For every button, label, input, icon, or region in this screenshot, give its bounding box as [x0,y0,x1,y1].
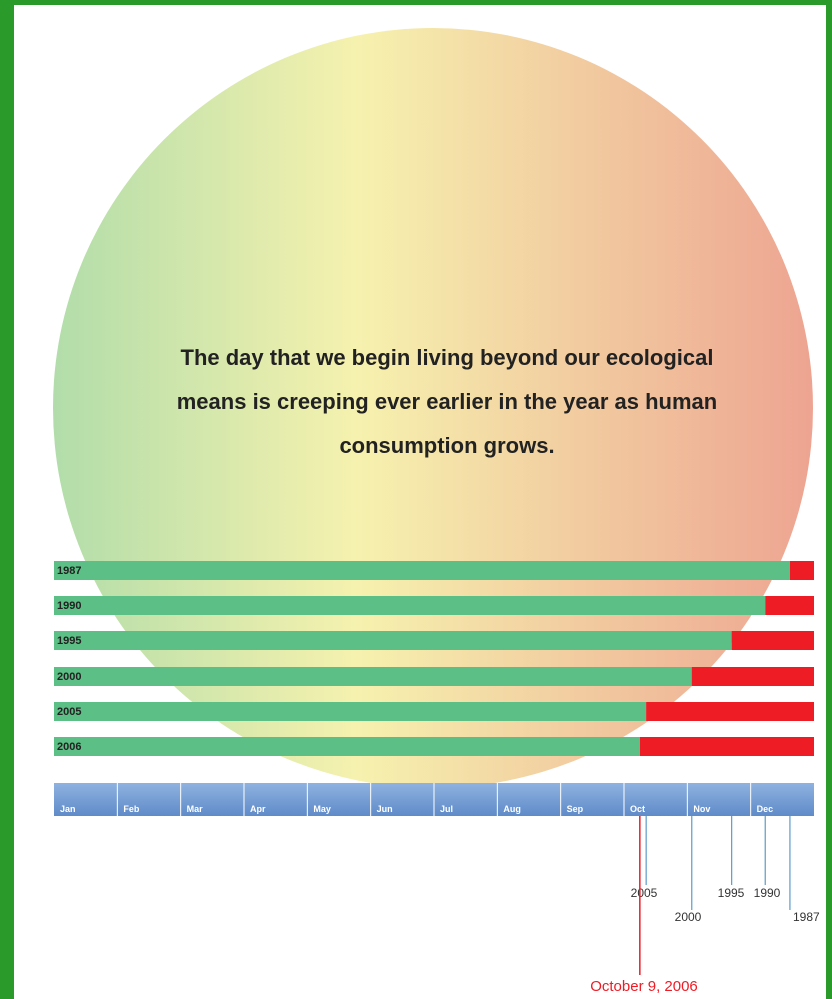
bar [54,561,790,580]
overshoot-bar [691,667,814,686]
x-tick-label: Sep [567,804,584,814]
x-tick-label: Aug [503,804,521,814]
leader-label: 2005 [631,886,658,900]
leader-label: 1990 [754,886,781,900]
bar [54,667,692,686]
x-tick-label: Nov [693,804,710,814]
x-tick-label: Mar [187,804,204,814]
overshoot-bar [765,596,814,615]
overshoot-bar [789,561,814,580]
category-label: 2005 [57,706,81,718]
x-tick-label: May [313,804,331,814]
bar [54,702,647,721]
x-tick-label: Oct [630,804,645,814]
leader-label: 2000 [675,910,702,924]
x-tick-label: Dec [757,804,774,814]
overshoot-bar [639,737,814,756]
category-label: 1990 [57,600,81,612]
x-tick-label: Jul [440,804,453,814]
leader-label: 1995 [718,886,745,900]
x-tick-label: Jun [377,804,393,814]
bar [54,737,640,756]
chart-title: The day that we begin living beyond our … [176,345,718,458]
category-label: 2006 [57,741,81,753]
x-tick-label: Feb [123,804,140,814]
leader-label: 1987 [793,910,820,924]
category-label: 2000 [57,671,81,683]
x-tick-label: Jan [60,804,76,814]
annotation: October 9, 2006 [590,978,698,995]
category-label: 1987 [57,565,81,577]
category-label: 1995 [57,635,81,647]
bar [54,596,766,615]
x-tick-label: Apr [250,804,266,814]
overshoot-bar [646,702,814,721]
overshoot-bar [731,631,814,650]
bar [54,631,732,650]
